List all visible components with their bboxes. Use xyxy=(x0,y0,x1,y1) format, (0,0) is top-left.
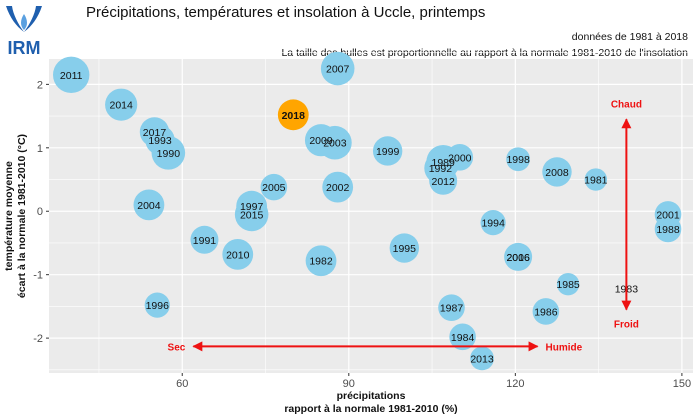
bubble-label-2012: 2012 xyxy=(431,176,455,188)
bubble-1990 xyxy=(151,136,186,170)
bubble-label-1989: 1989 xyxy=(431,157,455,169)
bubble-label-1994: 1994 xyxy=(481,218,505,230)
bubble-1998 xyxy=(506,147,531,172)
bubble-label-1984: 1984 xyxy=(451,332,475,344)
bubble-2000 xyxy=(446,144,474,171)
label-hot: Chaud xyxy=(611,99,642,110)
bubble-2011 xyxy=(53,56,90,94)
bubble-2003 xyxy=(318,125,352,160)
bubble-1982 xyxy=(305,245,337,277)
bubble-label-1996: 1996 xyxy=(146,300,170,312)
y-tick-label: -2 xyxy=(33,333,43,345)
bubble-2013 xyxy=(470,346,494,371)
bubble-1985 xyxy=(556,272,580,296)
x-axis-label-line2: rapport à la normale 1981-2010 (%) xyxy=(284,403,457,415)
bubble-2010 xyxy=(222,238,254,270)
bubble-label-1985: 1985 xyxy=(556,279,580,291)
bubble-label-2006: 2006 xyxy=(506,252,530,264)
irm-logo: IRM xyxy=(6,6,42,58)
bubble-label-2010: 2010 xyxy=(226,249,250,261)
bubble-label-2009: 2009 xyxy=(309,135,333,147)
bubble-label-1992: 1992 xyxy=(429,163,453,175)
bubble-2004 xyxy=(133,189,165,221)
bubble-1994 xyxy=(480,210,506,236)
axis-ticks: 60 90 120 150 -2 -1 0 1 2 xyxy=(33,79,691,390)
bubble-2018 xyxy=(277,99,309,131)
bubble-1995 xyxy=(389,233,420,263)
bubble-1996 xyxy=(144,292,170,318)
chart-subtitle-bubbles: La taille des bulles est proportionnelle… xyxy=(281,47,688,59)
bubble-2007 xyxy=(320,51,355,86)
bubble-label-2000: 2000 xyxy=(448,152,472,164)
bubble-2015 xyxy=(234,197,269,232)
bubble-label-2001: 2001 xyxy=(656,209,680,221)
bubble-2005 xyxy=(260,173,288,201)
bubble-2002 xyxy=(322,171,354,203)
annotations: Sec Humide Chaud Froid xyxy=(168,99,642,353)
bubble-label-2014: 2014 xyxy=(109,100,133,112)
bubble-label-1995: 1995 xyxy=(393,243,417,255)
label-dry: Sec xyxy=(168,342,186,353)
bubble-label-1987: 1987 xyxy=(440,303,464,315)
x-axis-label-line1: précipitations xyxy=(337,390,406,402)
bubble-label-2002: 2002 xyxy=(326,182,350,194)
bubble-label-2018: 2018 xyxy=(282,110,306,122)
bubble-2008 xyxy=(542,157,572,187)
chart-subtitle-period: données de 1981 à 2018 xyxy=(571,31,688,43)
bubble-2014 xyxy=(105,88,138,121)
bubble-1987 xyxy=(438,294,465,321)
label-wet: Humide xyxy=(546,342,583,353)
x-tick-label: 60 xyxy=(176,378,188,390)
irm-logo-swoosh-left xyxy=(6,6,24,32)
x-tick-label: 150 xyxy=(673,378,691,390)
bubble-1981 xyxy=(584,168,608,191)
bubble-2006 xyxy=(504,243,532,271)
bubble-1986 xyxy=(532,298,560,325)
bubble-label-2011: 2011 xyxy=(60,70,83,82)
bubble-label-1981: 1981 xyxy=(584,175,608,187)
y-tick-label: 0 xyxy=(37,206,43,218)
bubble-label-1998: 1998 xyxy=(506,154,530,166)
bubble-label-2004: 2004 xyxy=(137,200,161,212)
bubble-label-1999: 1999 xyxy=(376,146,400,158)
chart-title: Précipitations, températures et insolati… xyxy=(86,4,486,21)
bubble-label-2008: 2008 xyxy=(545,167,569,179)
bubble-label-1988: 1988 xyxy=(656,224,680,236)
y-axis-label-line2: écart à la normale 1981-2010 (°C) xyxy=(16,134,28,298)
y-axis-label-line1: température moyenne xyxy=(3,161,15,271)
bubble-1991 xyxy=(190,225,219,254)
bubble-1988 xyxy=(654,215,682,243)
bubble-label-1991: 1991 xyxy=(193,235,217,247)
bubble-label-2003: 2003 xyxy=(323,138,347,150)
irm-logo-text: IRM xyxy=(8,38,41,58)
x-tick-label: 90 xyxy=(343,378,355,390)
bubble-label-1997: 1997 xyxy=(240,201,264,213)
bubble-label-1993: 1993 xyxy=(148,135,172,147)
label-cold: Froid xyxy=(614,320,639,331)
y-tick-label: 2 xyxy=(37,79,43,91)
bubble-label-2005: 2005 xyxy=(262,182,286,194)
bubble-2012 xyxy=(429,166,458,195)
bubble-1999 xyxy=(372,136,403,166)
bubble-label-1982: 1982 xyxy=(309,256,333,268)
bubble-label-2016: 2016 xyxy=(506,252,530,264)
bubble-label-2007: 2007 xyxy=(326,64,350,76)
bubble-label-1986: 1986 xyxy=(534,306,558,318)
bubble-label-2015: 2015 xyxy=(240,209,264,221)
y-tick-label: 1 xyxy=(37,143,43,155)
bubble-label-1990: 1990 xyxy=(157,148,181,160)
bubble-label-2017: 2017 xyxy=(143,127,167,139)
y-tick-label: -1 xyxy=(33,270,43,282)
irm-logo-drop xyxy=(21,14,27,30)
bubble-label-2013: 2013 xyxy=(470,353,494,365)
x-tick-label: 120 xyxy=(506,378,524,390)
irm-logo-swoosh-right xyxy=(24,6,42,32)
